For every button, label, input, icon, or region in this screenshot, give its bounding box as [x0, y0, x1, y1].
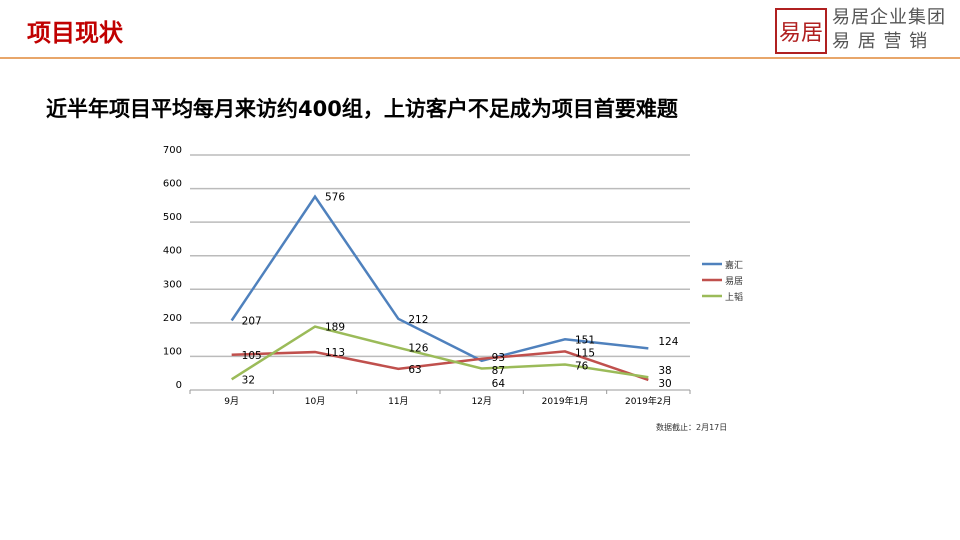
- y-tick-label: 100: [163, 346, 182, 357]
- series-line-易居: [231, 350, 649, 382]
- logo-line2: 易 居 营 销: [832, 31, 929, 52]
- y-tick-label: 200: [163, 313, 182, 324]
- data-label: 30: [658, 378, 671, 390]
- data-label: 212: [408, 314, 428, 326]
- y-tick-label: 500: [163, 212, 182, 223]
- x-tick-label: 9月: [224, 396, 239, 407]
- data-label: 38: [658, 365, 671, 377]
- header-divider: [0, 57, 960, 59]
- data-label: 151: [575, 334, 595, 346]
- data-label: 105: [242, 350, 262, 362]
- legend-label: 嘉汇: [725, 259, 743, 271]
- data-label: 207: [242, 316, 262, 328]
- data-label: 576: [325, 192, 345, 204]
- y-tick-label: 300: [163, 279, 182, 290]
- data-label: 115: [575, 347, 595, 359]
- y-tick-label: 600: [163, 179, 182, 190]
- data-label: 124: [658, 336, 678, 348]
- series-line-嘉汇: [230, 194, 649, 363]
- x-tick-label: 12月: [471, 396, 491, 407]
- x-tick-label: 2019年2月: [625, 395, 672, 407]
- legend-label: 上韬: [725, 292, 743, 303]
- page-title: 项目现状: [27, 19, 123, 47]
- data-label: 32: [242, 374, 255, 386]
- data-label: 126: [408, 343, 428, 355]
- logo-line1: 易居企业集团: [832, 7, 946, 28]
- series-line-上韬: [230, 325, 649, 381]
- y-tick-label: 400: [163, 246, 182, 257]
- logo-text: 易居企业集团易 居 营 销: [832, 6, 946, 54]
- data-label: 64: [492, 378, 506, 390]
- legend-label: 易居: [725, 276, 743, 287]
- logo: 易居: [775, 8, 827, 54]
- y-tick-label: 700: [163, 145, 182, 156]
- data-label: 189: [325, 322, 345, 334]
- data-label: 93: [492, 352, 505, 364]
- data-label: 113: [325, 347, 345, 359]
- data-note: 数据截止：2月17日: [656, 423, 728, 432]
- y-tick-label: 0: [176, 380, 182, 391]
- data-label: 87: [492, 365, 505, 377]
- x-tick-label: 10月: [305, 396, 325, 407]
- slide-subtitle: 近半年项目平均每月来访约400组，上访客户不足成为项目首要难题: [46, 97, 678, 121]
- x-tick-label: 2019年1月: [542, 395, 589, 407]
- data-label: 63: [408, 364, 421, 376]
- x-tick-label: 11月: [388, 396, 408, 407]
- data-label: 76: [575, 360, 589, 372]
